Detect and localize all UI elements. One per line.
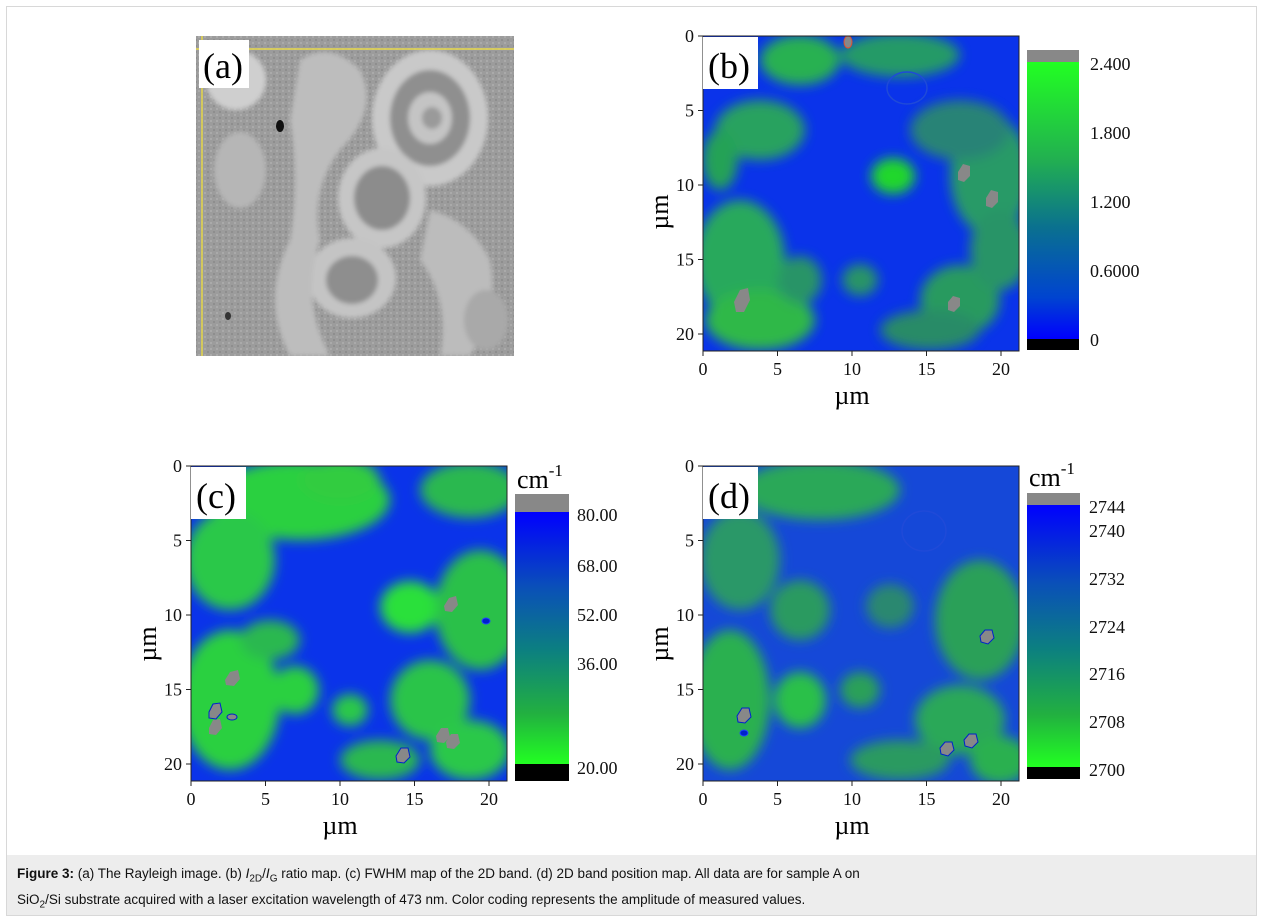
caption-lead: Figure 3: [17,866,75,881]
caption-italic: I [245,866,250,881]
panel-d-colorbar-tick: 2732 [1089,569,1125,589]
panel-c-colorbar-tick: 36.00 [577,654,618,674]
panel-b: (b) 0 5 10 15 20 0 5 10 15 20 µm µm [645,26,1140,410]
caption-text: ratio map. (c) FWHM map of the 2D band. … [277,866,860,881]
figure-caption: Figure 3: (a) The Rayleigh image. (b) I2… [7,855,1256,915]
panel-d-y-tick: 15 [676,680,694,700]
panel-b-y-tick: 10 [676,175,694,195]
panel-c-colorbar-unit: cm-1 [517,461,563,494]
caption-line-1: Figure 3: (a) The Rayleigh image. (b) I2… [17,864,1246,890]
panel-d: (d) 0 5 10 15 20 0 5 10 15 20 µm µm cm- [645,456,1125,840]
panel-d-colorbar-tick: 2716 [1089,664,1125,684]
panel-c: (c) 0 5 10 15 20 0 5 10 15 20 µm µm cm- [133,456,618,840]
panel-d-x-tick: 5 [773,789,782,809]
caption-text: SiO [17,891,40,907]
panel-c-ylabel: µm [133,626,162,661]
panel-b-x-tick: 0 [699,359,708,379]
caption-text: / [262,866,266,881]
panel-c-label: (c) [196,476,236,516]
caption-line-2: SiO2/Si substrate acquired with a laser … [17,890,1246,916]
panel-b-xlabel: µm [834,381,869,410]
panel-d-colorbar-tick: 2724 [1089,617,1125,637]
panel-d-label-box [703,467,758,519]
panel-b-x-tick: 20 [992,359,1010,379]
panel-b-y-tick: 5 [685,101,694,121]
panel-d-ylabel: µm [645,626,674,661]
panel-a-label-box [199,40,249,88]
caption-sub: 2 [39,899,46,911]
caption-italic: I [265,866,270,881]
panel-c-label-box [191,467,246,519]
panel-d-y-tick: 5 [685,531,694,551]
panel-d-colorbar-tick: 2744 [1089,497,1125,517]
panel-d-label: (d) [708,476,750,516]
panel-c-y-tick: 0 [173,456,182,476]
panel-b-ylabel: µm [645,194,674,229]
panel-d-colorbar: cm-1 2744 2740 2732 2724 2716 2708 2700 [1027,459,1125,780]
panel-d-y-tick: 10 [676,605,694,625]
panel-c-y-tick: 15 [164,680,182,700]
panel-d-colorbar-tick: 2708 [1089,712,1125,732]
panel-b-x-tick: 15 [918,359,936,379]
panel-c-heatmap [191,466,507,781]
panel-d-x-tick: 10 [843,789,861,809]
panel-b-y-tick: 0 [685,26,694,46]
panel-b-x-tick: 5 [773,359,782,379]
panel-d-x-tick: 20 [992,789,1010,809]
panel-b-label: (b) [708,46,750,86]
panel-d-xlabel: µm [834,811,869,840]
panel-b-x-tick: 10 [843,359,861,379]
panel-a: (a) [196,36,514,356]
panel-c-y-tick: 20 [164,754,182,774]
panel-c-y-tick: 10 [164,605,182,625]
panel-c-colorbar-tick: 52.00 [577,605,618,625]
panel-d-x-tick: 15 [918,789,936,809]
panel-c-colorbar-tick: 80.00 [577,505,618,525]
panel-b-colorbar-tick: 1.800 [1090,123,1131,143]
panel-b-label-box [703,37,758,89]
panel-b-colorbar-tick: 1.200 [1090,192,1131,212]
panel-c-xlabel: µm [322,811,357,840]
caption-text: /Si substrate acquired with a laser exci… [45,891,806,907]
panel-d-x-tick: 0 [699,789,708,809]
panel-c-x-tick: 20 [480,789,498,809]
panel-b-y-tick: 20 [676,324,694,344]
panel-b-colorbar-tick: 2.400 [1090,54,1131,74]
panel-b-colorbar-tick: 0 [1090,330,1099,350]
panel-a-label: (a) [203,46,243,86]
panel-c-x-tick: 10 [331,789,349,809]
panel-b-colorbar: 2.400 1.800 1.200 0.6000 0 [1027,50,1140,350]
panel-d-colorbar-tick: 2740 [1089,521,1125,541]
panel-c-y-tick: 5 [173,531,182,551]
panel-d-colorbar-tick: 2700 [1089,760,1125,780]
panel-b-colorbar-tick: 0.6000 [1090,261,1140,281]
rayleigh-image [196,36,514,356]
panel-c-colorbar-tick: 68.00 [577,556,618,576]
panel-d-colorbar-unit: cm-1 [1029,459,1075,492]
caption-sub: G [269,873,278,885]
panel-c-x-tick: 0 [187,789,196,809]
panel-d-y-tick: 0 [685,456,694,476]
caption-text: (a) The Rayleigh image. (b) [74,866,246,881]
panel-c-x-tick: 15 [406,789,424,809]
panel-c-x-tick: 5 [261,789,270,809]
panel-b-y-tick: 15 [676,250,694,270]
panel-c-colorbar: cm-1 80.00 68.00 52.00 36.00 20.00 [515,461,618,781]
panel-c-colorbar-tick: 20.00 [577,758,618,778]
caption-sub: 2D [249,873,263,885]
panel-d-y-tick: 20 [676,754,694,774]
